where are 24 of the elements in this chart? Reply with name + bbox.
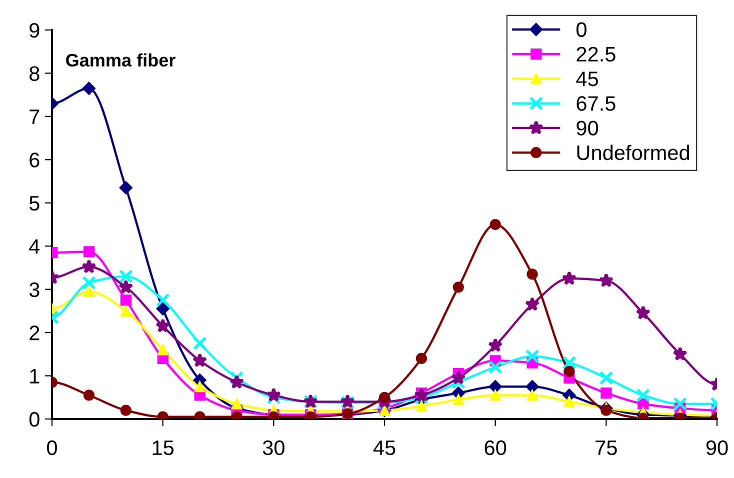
y-tick-label: 3 bbox=[29, 282, 40, 298]
x-tick-label: 0 bbox=[47, 440, 57, 456]
legend-label: 90 bbox=[576, 120, 598, 136]
legend-label: 22.5 bbox=[576, 46, 616, 62]
y-tick-label: 6 bbox=[30, 152, 40, 168]
x-tick-label: 45 bbox=[373, 440, 396, 456]
y-tick-label: 2 bbox=[30, 326, 40, 340]
y-tick-label: 0 bbox=[29, 412, 40, 427]
x-tick-label: 75 bbox=[596, 440, 617, 456]
y-tick-label: 5 bbox=[29, 196, 40, 211]
x-tick-label: 15 bbox=[152, 440, 174, 456]
legend-label: 45 bbox=[576, 72, 598, 86]
y-tick-label: 8 bbox=[30, 66, 40, 81]
y-tick-label: 4 bbox=[29, 239, 40, 254]
legend-label: 0 bbox=[576, 22, 586, 37]
y-tick-label: 7 bbox=[30, 110, 40, 124]
x-tick-label: 90 bbox=[706, 440, 728, 456]
annotation: Gamma fiber bbox=[66, 53, 176, 67]
legend-label: Undeformed bbox=[577, 144, 689, 160]
y-tick-label: 1 bbox=[30, 368, 40, 384]
x-tick-label: 60 bbox=[484, 440, 506, 456]
legend-label: 67.5 bbox=[576, 96, 616, 111]
x-tick-label: 30 bbox=[262, 440, 284, 456]
y-tick-label: 9 bbox=[30, 23, 40, 38]
